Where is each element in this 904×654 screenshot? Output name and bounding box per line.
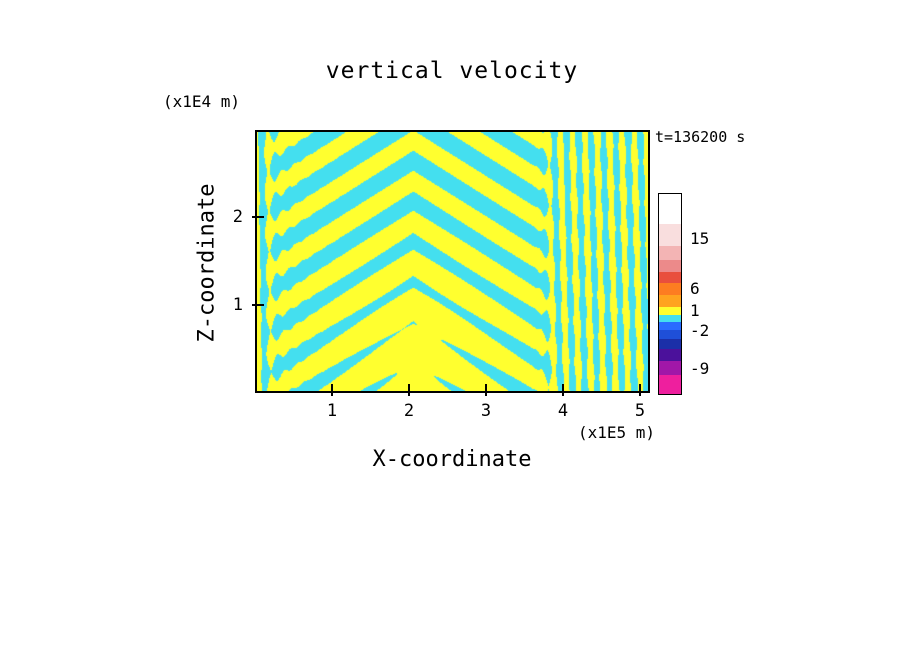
colorbar-segment	[659, 260, 681, 272]
colorbar-segment	[659, 322, 681, 330]
colorbar-segment	[659, 330, 681, 339]
x-axis-title: X-coordinate	[372, 447, 532, 472]
colorbar-segment	[659, 272, 681, 283]
x-tick	[562, 384, 564, 396]
colorbar-label: 15	[690, 229, 710, 248]
colorbar-segment	[659, 224, 681, 246]
colorbar-label: 6	[690, 279, 700, 298]
colorbar-label: -9	[690, 359, 710, 378]
colorbar-segment	[659, 295, 681, 307]
x-tick	[485, 384, 487, 396]
colorbar-segment	[659, 375, 681, 394]
y-axis-unit-label: (x1E4 m)	[163, 92, 241, 111]
colorbar-segment	[659, 283, 681, 295]
colorbar-label: -2	[690, 321, 710, 340]
plot-area	[252, 130, 650, 396]
y-axis-title: Z-coordinate	[194, 183, 220, 343]
x-tick	[408, 384, 410, 396]
colorbar-segment	[659, 361, 681, 375]
colorbar-segment	[659, 194, 681, 224]
time-annotation: t=136200 s	[655, 128, 746, 146]
chart-title: vertical velocity	[325, 58, 579, 84]
y-tick	[252, 216, 264, 218]
colorbar-label: 1	[690, 301, 700, 320]
x-tick	[331, 384, 333, 396]
y-tick-label: 2	[232, 207, 243, 227]
colorbar-segment	[659, 307, 681, 315]
colorbar	[658, 193, 682, 395]
y-tick-label: 1	[232, 295, 243, 315]
velocity-field-canvas	[257, 132, 648, 391]
x-tick	[639, 384, 641, 396]
x-tick-label: 1	[326, 401, 338, 421]
colorbar-segment	[659, 349, 681, 361]
y-tick	[252, 304, 264, 306]
x-tick-label: 4	[557, 401, 569, 421]
colorbar-segment	[659, 246, 681, 260]
x-tick-label: 2	[403, 401, 415, 421]
colorbar-segment	[659, 315, 681, 322]
x-tick-label: 5	[634, 401, 646, 421]
x-tick-label: 3	[480, 401, 492, 421]
x-axis-unit-label: (x1E5 m)	[577, 423, 655, 442]
colorbar-segment	[659, 339, 681, 349]
